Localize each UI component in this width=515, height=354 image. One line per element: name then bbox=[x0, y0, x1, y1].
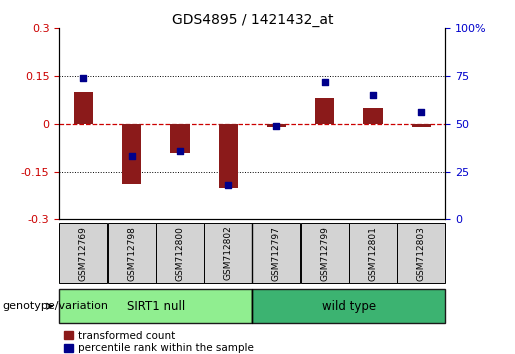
FancyBboxPatch shape bbox=[252, 289, 445, 323]
Text: GSM712800: GSM712800 bbox=[176, 225, 184, 281]
FancyBboxPatch shape bbox=[204, 223, 252, 283]
Bar bbox=[218, 124, 238, 188]
Point bbox=[79, 75, 88, 81]
Title: GDS4895 / 1421432_at: GDS4895 / 1421432_at bbox=[171, 13, 333, 27]
FancyBboxPatch shape bbox=[301, 223, 349, 283]
FancyBboxPatch shape bbox=[398, 223, 445, 283]
Bar bbox=[315, 98, 334, 124]
Point bbox=[321, 79, 329, 85]
FancyBboxPatch shape bbox=[349, 223, 397, 283]
Text: GSM712769: GSM712769 bbox=[79, 225, 88, 281]
Point bbox=[272, 123, 281, 129]
FancyBboxPatch shape bbox=[252, 223, 300, 283]
FancyBboxPatch shape bbox=[156, 223, 204, 283]
Point bbox=[417, 110, 425, 115]
Bar bbox=[122, 124, 141, 184]
Text: GSM712797: GSM712797 bbox=[272, 225, 281, 281]
Text: SIRT1 null: SIRT1 null bbox=[127, 300, 185, 313]
Point bbox=[176, 148, 184, 154]
FancyBboxPatch shape bbox=[108, 223, 156, 283]
Text: GSM712798: GSM712798 bbox=[127, 225, 136, 281]
FancyBboxPatch shape bbox=[59, 223, 107, 283]
Text: wild type: wild type bbox=[322, 300, 376, 313]
Point bbox=[128, 154, 136, 159]
Bar bbox=[267, 124, 286, 127]
Bar bbox=[74, 92, 93, 124]
Bar bbox=[364, 108, 383, 124]
Text: GSM712801: GSM712801 bbox=[369, 225, 377, 281]
Bar bbox=[411, 124, 431, 127]
Text: genotype/variation: genotype/variation bbox=[3, 301, 109, 311]
Bar bbox=[170, 124, 190, 153]
Text: GSM712803: GSM712803 bbox=[417, 225, 426, 281]
Point bbox=[224, 182, 232, 188]
Point bbox=[369, 92, 377, 98]
Text: GSM712799: GSM712799 bbox=[320, 225, 329, 281]
Text: GSM712802: GSM712802 bbox=[224, 226, 233, 280]
Legend: transformed count, percentile rank within the sample: transformed count, percentile rank withi… bbox=[64, 331, 254, 354]
FancyBboxPatch shape bbox=[59, 289, 252, 323]
